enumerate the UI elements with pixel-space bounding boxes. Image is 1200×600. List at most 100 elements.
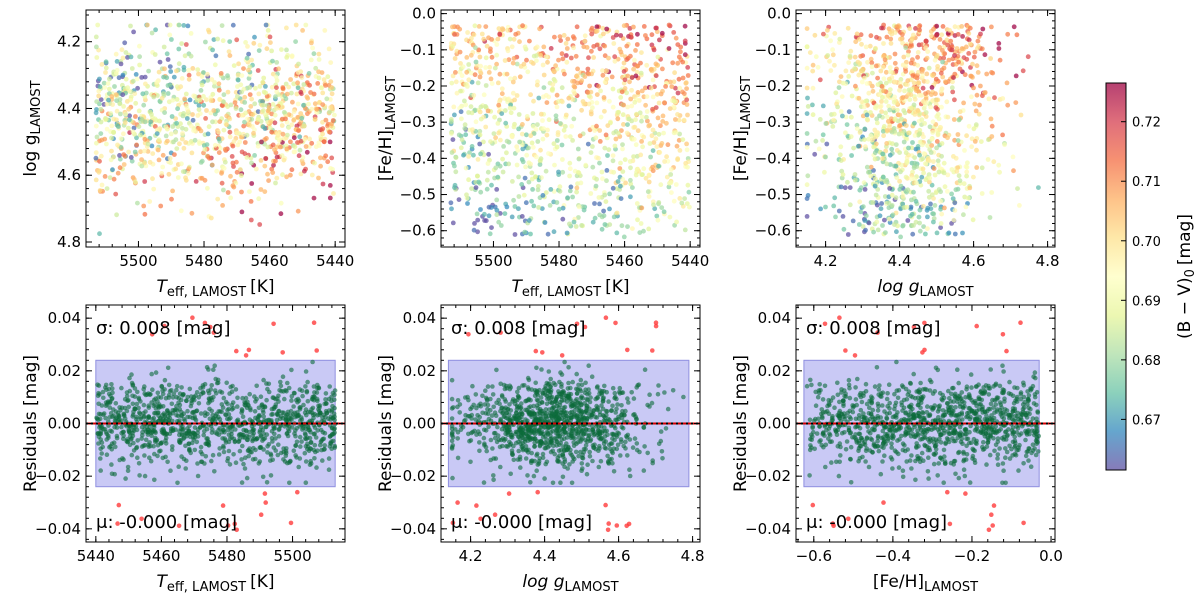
data-point (897, 123, 902, 129)
residual-point (109, 382, 114, 387)
data-point (579, 107, 584, 113)
data-point (233, 106, 239, 111)
data-point (468, 104, 474, 109)
data-point (189, 150, 195, 156)
data-point (461, 152, 466, 158)
data-point (502, 211, 508, 217)
data-point (661, 209, 667, 215)
residual-point (295, 413, 301, 419)
data-point (297, 134, 303, 140)
data-point (322, 28, 328, 33)
data-point (570, 97, 576, 102)
data-point (556, 169, 561, 175)
data-point (551, 68, 556, 74)
x-tick-label: 5480 (208, 547, 246, 565)
data-point (288, 139, 293, 145)
residual-point (165, 408, 170, 414)
data-point (179, 76, 185, 81)
data-point (235, 72, 241, 78)
data-point (812, 151, 818, 157)
data-point (921, 134, 926, 140)
residual-point (289, 398, 294, 403)
residual-point (285, 426, 291, 432)
data-point (638, 221, 644, 226)
data-point (274, 60, 280, 65)
outlier-point (220, 503, 226, 508)
data-point (971, 54, 977, 60)
data-point (545, 59, 550, 65)
residual-point (100, 412, 106, 418)
data-point (178, 84, 184, 90)
data-point (201, 102, 207, 108)
data-point (210, 47, 216, 53)
data-point (879, 99, 884, 104)
data-point (312, 160, 317, 166)
data-point (323, 117, 329, 123)
data-point (666, 46, 672, 51)
data-point (156, 69, 162, 75)
data-point (178, 121, 183, 127)
residual-point (273, 402, 279, 407)
data-point (93, 123, 99, 129)
data-point (453, 70, 458, 75)
residual-point (138, 415, 143, 420)
residual-point (285, 460, 290, 466)
data-point (625, 104, 630, 110)
data-point (324, 96, 330, 102)
data-point (535, 187, 541, 193)
data-point (917, 131, 923, 137)
data-point (492, 65, 498, 71)
data-point (203, 97, 209, 103)
data-point (909, 211, 915, 217)
data-point (564, 230, 570, 236)
residual-point (94, 416, 100, 422)
data-point (1000, 96, 1006, 101)
residual-point (126, 404, 131, 410)
data-point (230, 160, 236, 166)
data-point (563, 134, 569, 139)
data-point (671, 198, 677, 204)
data-point (581, 101, 587, 107)
data-point (966, 123, 972, 129)
data-point (988, 56, 993, 61)
data-point (596, 155, 601, 161)
data-point (825, 27, 830, 33)
data-point (471, 32, 477, 38)
data-point (971, 126, 977, 132)
data-point (887, 65, 893, 70)
data-point (882, 194, 888, 199)
data-point (852, 177, 858, 183)
x-tick-label: 5500 (474, 252, 512, 270)
residual-point (111, 413, 116, 419)
data-point (881, 88, 886, 94)
data-point (263, 84, 268, 89)
plot-area (86, 315, 345, 533)
data-point (136, 124, 142, 129)
data-point (596, 195, 602, 200)
data-point (838, 74, 844, 79)
residual-point (174, 408, 180, 413)
data-point (909, 197, 914, 203)
residual-point (315, 385, 320, 391)
data-point (556, 57, 561, 63)
data-point (667, 79, 673, 85)
data-point (535, 139, 541, 144)
residual-point (254, 436, 260, 441)
data-point (656, 100, 662, 106)
data-point (558, 38, 563, 43)
data-point (316, 51, 322, 57)
data-point (321, 139, 327, 145)
data-point (628, 177, 633, 183)
data-point (281, 157, 287, 163)
data-point (928, 104, 933, 110)
data-point (922, 121, 927, 126)
data-point (476, 24, 482, 29)
data-point (104, 126, 110, 132)
ticks: 4.2 4.4 4.6 4.80.0−0.1−0.2−0.3−0.4−0.5−0.6 (755, 5, 1060, 270)
data-point (165, 57, 171, 62)
data-point (541, 72, 547, 78)
data-point (654, 144, 660, 150)
data-point (804, 196, 810, 202)
data-point (145, 149, 151, 154)
